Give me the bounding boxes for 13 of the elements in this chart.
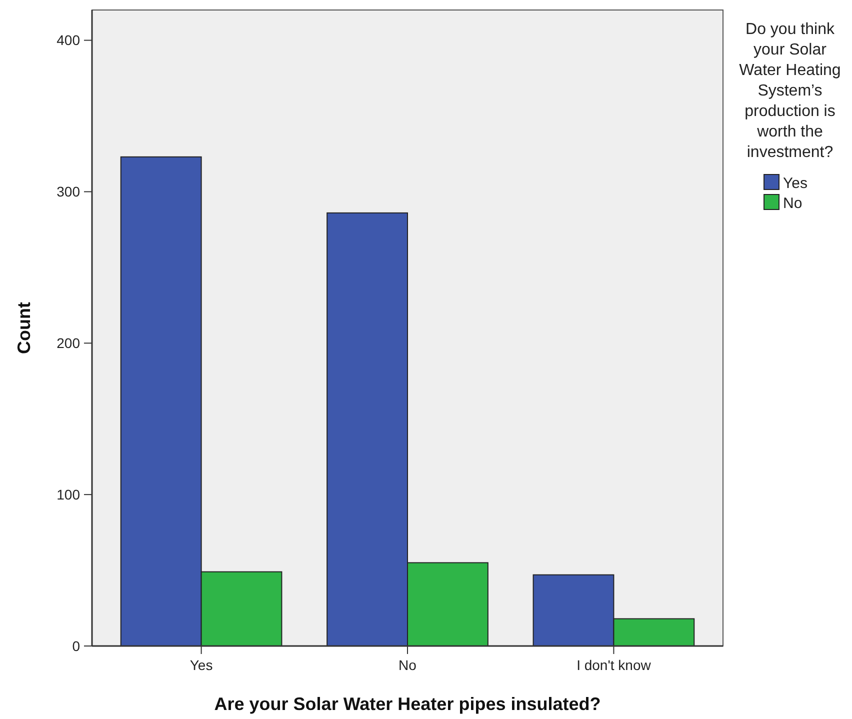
y-tick-label: 300: [56, 184, 80, 200]
y-tick-label: 0: [72, 638, 80, 654]
legend-label: No: [783, 194, 802, 212]
x-tick-label: No: [398, 657, 417, 673]
y-tick-label: 200: [56, 335, 80, 352]
legend-title: Do you think your Solar Water Heating System’s production is worth the investment?: [739, 21, 841, 161]
x-tick-label: Yes: [190, 657, 213, 673]
y-tick-label: 100: [56, 486, 80, 502]
x-tick-label: I don't know: [576, 657, 652, 673]
y-tick-label: 400: [56, 32, 80, 48]
y-axis-title: Count: [14, 302, 34, 354]
x-axis-title: Are your Solar Water Heater pipes insulated?: [214, 694, 601, 714]
legend-label: Yes: [783, 174, 808, 192]
